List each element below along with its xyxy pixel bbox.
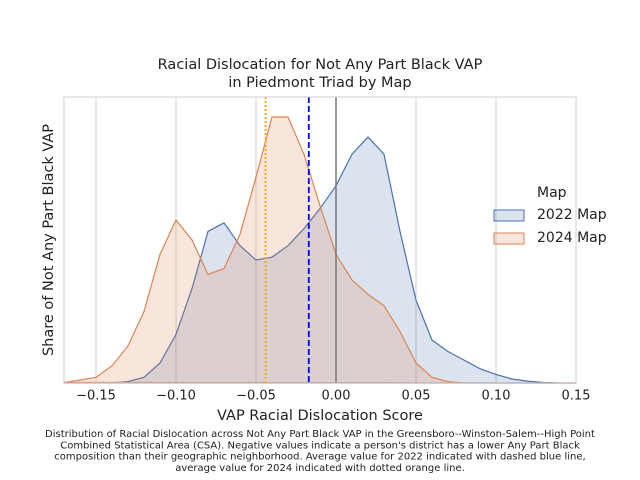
x-tick-label: 0.10 (482, 389, 511, 404)
density-area (64, 136, 576, 384)
legend-swatch (493, 232, 525, 245)
plot-frame (63, 96, 577, 384)
y-axis-label: Share of Not Any Part Black VAP (41, 124, 57, 356)
x-axis-label: VAP Racial Dislocation Score (217, 408, 423, 424)
chart-title: in Piedmont Triad by Map (228, 75, 411, 91)
x-tick-label: 0.15 (562, 389, 591, 404)
caption: Distribution of Racial Dislocation acros… (45, 429, 595, 440)
x-tick-label: 0.00 (322, 389, 351, 404)
legend-title: Map (537, 185, 567, 201)
caption: Combined Statistical Area (CSA). Negativ… (60, 440, 580, 451)
caption: composition than their geographic neighb… (54, 452, 585, 463)
legend-swatch (493, 209, 525, 222)
x-tick-label: −0.15 (76, 389, 116, 404)
x-tick-label: −0.10 (156, 389, 196, 404)
caption: average value for 2024 indicated with do… (175, 463, 465, 474)
legend-label: 2022 Map (537, 207, 607, 223)
x-tick-label: −0.05 (236, 389, 276, 404)
chart-title: Racial Dislocation for Not Any Part Blac… (158, 57, 483, 73)
legend-label: 2024 Map (537, 230, 607, 246)
x-tick-label: 0.05 (402, 389, 431, 404)
